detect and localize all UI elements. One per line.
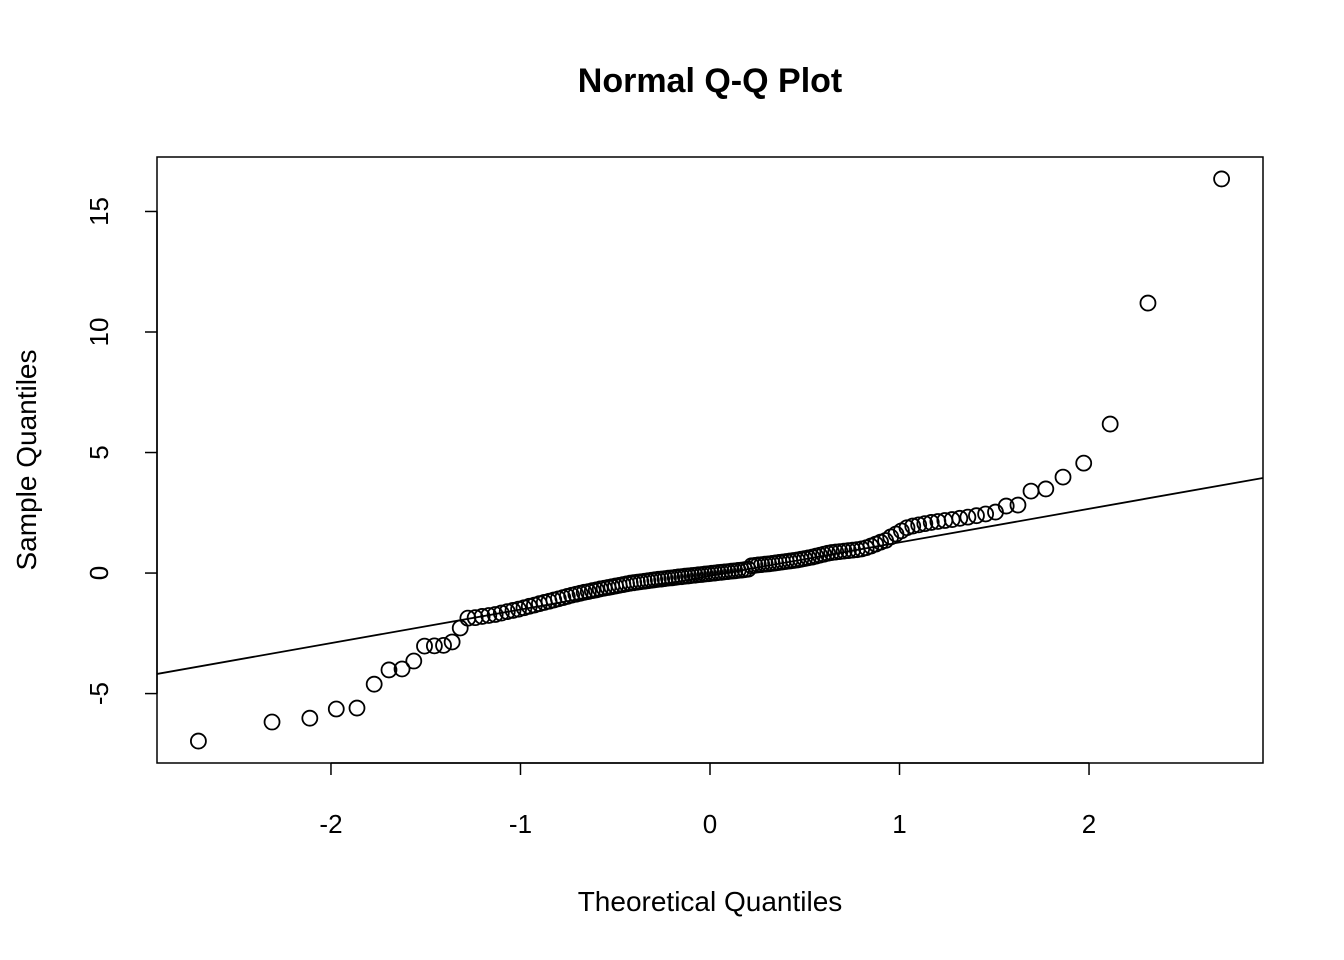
y-tick-label: 15 [84,197,114,226]
data-point [1037,480,1055,498]
x-tick-label: -1 [509,809,532,839]
x-tick-label: 1 [892,809,906,839]
data-point [425,637,443,655]
data-point [405,652,423,670]
data-point [1022,482,1040,500]
data-point [498,603,516,621]
y-axis-label: Sample Quantiles [11,349,42,570]
data-point [263,713,281,731]
data-point [301,709,319,727]
data-point [968,507,985,525]
y-tick-label: 10 [84,318,114,347]
data-point [486,606,504,623]
data-point [393,660,411,678]
data-point [922,514,940,531]
plot-frame [156,156,1264,764]
data-point [327,700,345,718]
data-point [380,661,398,679]
x-tick-label: -2 [319,809,342,839]
points-group [190,170,1230,750]
x-axis-label: Theoretical Quantiles [578,886,843,917]
data-point [1075,454,1093,472]
data-point [492,604,510,622]
data-point [1054,468,1072,486]
data-point [451,619,469,637]
data-point [977,505,995,523]
data-point [480,607,498,624]
data-point [435,636,452,654]
data-point [365,675,383,693]
data-point [997,497,1015,515]
data-point [473,608,491,625]
data-point [190,732,207,750]
data-point [1139,294,1157,312]
data-point [416,637,433,655]
y-tick-label: 0 [84,566,114,580]
x-tick-label: 0 [703,809,717,839]
y-tick-label: -5 [84,682,114,705]
data-point [1101,415,1119,433]
data-point [951,509,969,527]
y-tick-label: 5 [84,445,114,459]
data-point [1213,170,1230,188]
data-point [959,508,977,526]
data-point [916,515,934,533]
data-point [466,609,484,627]
data-point [1009,496,1027,514]
data-point [910,516,928,534]
data-point [443,633,461,651]
data-point [904,517,922,535]
data-point [348,699,366,717]
x-tick-label: 2 [1082,809,1096,839]
chart-title: Normal Q-Q Plot [578,62,842,100]
data-point [504,602,522,619]
data-point [943,511,961,528]
y-axis: -5 0 5 10 15 [84,197,158,705]
x-axis: -2 -1 0 1 2 [319,762,1096,839]
